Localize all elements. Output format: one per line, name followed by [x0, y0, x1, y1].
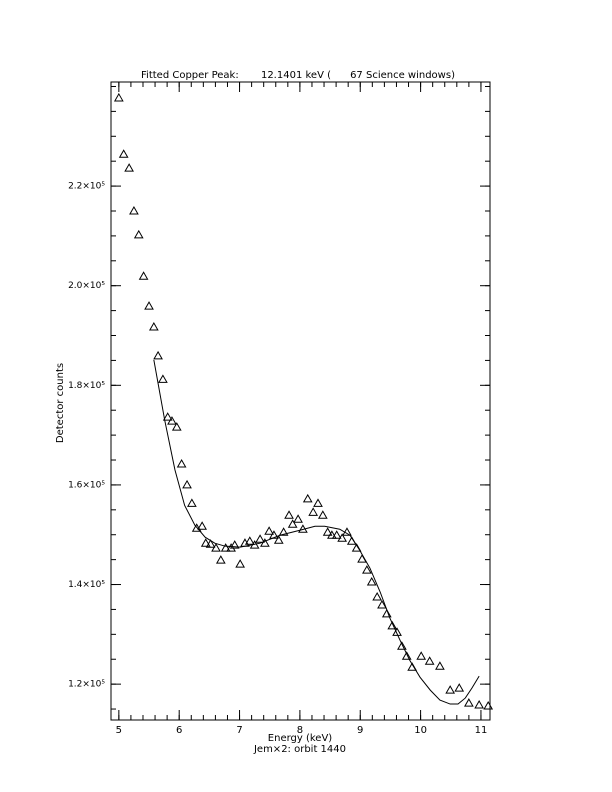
x-tick-label: 11 [475, 725, 488, 736]
data-point [392, 627, 402, 636]
y-tick-label: 2.0×10⁵ [68, 281, 105, 291]
data-point [171, 422, 182, 431]
x-tick-label: 10 [414, 725, 427, 736]
data-point [474, 700, 484, 709]
data-point [138, 271, 149, 280]
subtitle: Jem×2: orbit 1440 [253, 744, 346, 755]
x-tick-label: 8 [297, 725, 303, 736]
data-point [244, 536, 255, 545]
data-point [317, 510, 328, 519]
data-point [264, 526, 274, 535]
data-point [445, 685, 456, 694]
data-point [454, 683, 465, 692]
data-point [313, 498, 323, 507]
data-point [366, 577, 377, 586]
data-point [416, 651, 427, 660]
data-point [293, 514, 303, 523]
data-point [187, 498, 197, 507]
data-point [197, 521, 207, 530]
data-point [401, 651, 412, 660]
data-point [113, 92, 124, 102]
data-point [331, 530, 342, 539]
data-point [381, 608, 392, 618]
data-point [229, 540, 240, 549]
x-tick-label: 9 [357, 725, 363, 736]
y-tick-label: 1.4×10⁵ [68, 580, 105, 590]
data-point [133, 229, 144, 239]
x-tick-label: 6 [176, 725, 182, 736]
data-point [144, 301, 154, 310]
data-point [148, 322, 159, 331]
data-point [182, 479, 192, 489]
chart-title: Fitted Copper Peak: 12.1401 keV ( 67 Sci… [141, 70, 455, 81]
y-tick-label: 1.6×10⁵ [68, 480, 105, 490]
data-point [167, 416, 177, 425]
data-point [269, 530, 279, 539]
data-point [129, 205, 139, 215]
y-tick-label: 1.2×10⁵ [68, 680, 105, 690]
data-point [424, 656, 435, 665]
y-tick-label: 2.2×10⁵ [68, 182, 105, 192]
data-point [287, 519, 298, 528]
data-point [483, 701, 494, 710]
data-point [322, 527, 333, 536]
data-point [255, 534, 265, 543]
fit-line [153, 359, 480, 705]
data-point [215, 555, 226, 564]
data-point [302, 493, 313, 503]
data-point [337, 533, 348, 542]
data-point [308, 507, 319, 516]
x-axis-label: Energy (keV) [268, 733, 333, 744]
data-point [464, 698, 474, 707]
data-point [435, 661, 445, 670]
y-tick-label: 1.8×10⁵ [68, 381, 105, 391]
data-point [372, 591, 383, 601]
data-point [284, 510, 294, 519]
data-point [273, 535, 284, 544]
data-point [235, 559, 246, 568]
data-point [327, 530, 337, 539]
data-point [211, 543, 221, 552]
data-point [200, 538, 211, 547]
x-tick-label: 7 [236, 725, 242, 736]
x-tick-label: 5 [116, 725, 122, 736]
data-point [162, 412, 173, 421]
data-point [124, 163, 134, 172]
data-point [205, 539, 216, 548]
data-point [278, 527, 289, 536]
data-point [387, 620, 398, 630]
data-point [377, 599, 387, 609]
data-point [397, 641, 407, 650]
data-point [220, 543, 231, 552]
data-point [176, 458, 187, 468]
data-point [226, 543, 236, 552]
plot-frame [110, 81, 491, 721]
y-axis-label: Detector counts [55, 363, 66, 443]
data-point [158, 374, 168, 383]
data-point [118, 149, 129, 158]
data-point [362, 565, 372, 574]
data-point [153, 350, 163, 360]
data-point [260, 538, 270, 547]
